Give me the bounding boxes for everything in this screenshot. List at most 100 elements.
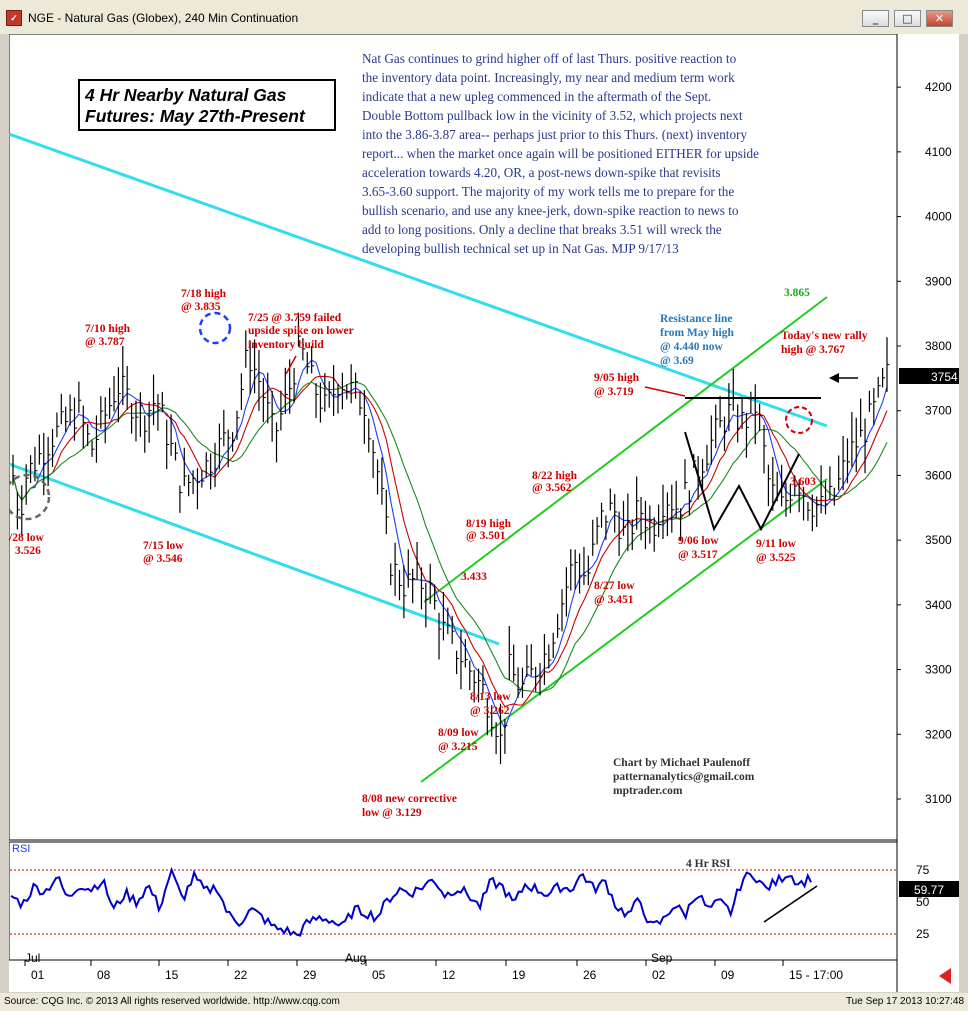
last-price-tag <box>899 368 959 384</box>
annotation-0906-value: @ 3.517 <box>678 549 718 561</box>
annotation-0827-value: @ 3.451 <box>594 594 634 606</box>
y-tick-label: 3800 <box>925 339 952 353</box>
rsi-line <box>10 866 812 937</box>
title-bar: ✓ NGE - Natural Gas (Globex), 240 Min Co… <box>0 0 968 34</box>
annotation-0725: upside spike on lower <box>248 325 354 337</box>
highlight-circle-0628 <box>9 473 51 521</box>
x-tick-label: 12 <box>442 968 456 982</box>
commentary-line: Double Bottom pullback low in the vicini… <box>362 108 743 123</box>
minimize-button[interactable]: _ <box>862 10 889 27</box>
y-tick-label: 3100 <box>925 792 952 806</box>
rsi-panel-name: RSI <box>12 843 30 855</box>
annotation-3865: 3.865 <box>784 287 810 299</box>
last-price-label: 3754 <box>931 370 958 384</box>
commentary-line: the inventory data point. Increasingly, … <box>362 70 735 85</box>
maximize-button[interactable]: □ <box>894 10 921 27</box>
rsi-last-tag <box>899 881 959 897</box>
moving-average-fast <box>12 359 888 730</box>
annotation-0808-low: 8/08 new corrective <box>362 793 457 805</box>
y-tick-label: 3600 <box>925 468 952 482</box>
x-tick-label: 22 <box>234 968 248 982</box>
commentary-line: 3.65-3.60 support. The majority of my wo… <box>362 184 734 199</box>
annotation-resistance: @ 4.440 now <box>660 341 723 353</box>
y-tick-label: 4100 <box>925 145 952 159</box>
price-bars <box>12 312 890 765</box>
annotation-0822-value: @ 3.562 <box>532 482 572 494</box>
commentary-line: add to long positions. Only a decline th… <box>362 222 722 237</box>
double-bottom-pattern <box>684 431 800 532</box>
credit-line: patternanalytics@gmail.com <box>613 771 755 783</box>
x-tick-label: 15 <box>165 968 179 982</box>
app-icon: ✓ <box>6 10 22 26</box>
y-tick-label: 3400 <box>925 598 952 612</box>
annotation-0715-value: @ 3.546 <box>143 553 183 565</box>
rsi-level-25: 25 <box>916 927 930 941</box>
rsi-level-75: 75 <box>916 863 930 877</box>
annotation-0718-high: 7/18 high <box>181 288 227 300</box>
annotation-0718-value: @ 3.835 <box>181 301 221 313</box>
chart-frame: 4200 4100 4000 3900 3800 3700 3600 3500 3400 3300… <box>9 34 959 992</box>
annotation-3433: 3.433 <box>461 571 487 583</box>
y-axis: 4200 4100 4000 3900 3800 3700 3600 3500 3400 3300… <box>897 80 952 806</box>
moving-average-mid <box>12 375 888 708</box>
timestamp-text: Tue Sep 17 2013 10:27:48 <box>845 996 964 1007</box>
moving-average-slow <box>12 381 888 694</box>
downtrend-line-lower <box>9 462 500 646</box>
annotation-0725: 7/25 @ 3.759 failed <box>248 312 342 324</box>
annotation-0827-low: 8/27 low <box>594 580 635 592</box>
annotation-0822-high: 8/22 high <box>532 470 578 482</box>
annotation-0710-value: @ 3.787 <box>85 336 125 348</box>
annotation-resistance: from May high <box>660 327 735 339</box>
annotation-today-value: high @ 3.767 <box>781 344 845 356</box>
commentary-line: indicate that a new upleg commenced in t… <box>362 89 711 104</box>
commentary-line: acceleration towards 4.20, OR, a post-ne… <box>362 165 721 180</box>
x-tick-label: 15 - 17:00 <box>789 968 843 982</box>
annotation-0905-high: 9/05 high <box>594 372 640 384</box>
annotation-0809-value: @ 3.215 <box>438 741 478 753</box>
trendlines <box>9 132 828 783</box>
commentary-line: into the 3.86-3.87 area-- perhaps just p… <box>362 127 747 142</box>
y-tick-label: 3900 <box>925 274 952 288</box>
rsi-trend-line <box>763 885 818 923</box>
annotation-0628-low: /28 low <box>9 532 45 544</box>
annotation-0905-value: @ 3.719 <box>594 386 634 398</box>
annotation-0906-low: 9/06 low <box>678 535 719 547</box>
x-axis: 01 08 15 22 29 05 12 19 26 02 09 15 - 17:00 Jul Aug Se… <box>24 951 843 982</box>
x-month-label: Sep <box>651 951 673 965</box>
minimize-icon: _ <box>872 12 879 25</box>
rsi-label: 4 Hr RSI <box>686 858 731 870</box>
rsi-last-label: 59.77 <box>914 883 944 897</box>
annotation-0710-high: 7/10 high <box>85 323 131 335</box>
channel-bottom-line <box>420 478 828 783</box>
x-tick-label: 19 <box>512 968 526 982</box>
commentary-line: bullish scenario, and use any knee-jerk,… <box>362 203 739 218</box>
chart-title-line2: Futures: May 27th-Present <box>85 106 306 126</box>
annotation-0819-high: 8/19 high <box>466 518 512 530</box>
y-tick-label: 3500 <box>925 533 952 547</box>
highlight-circle-0718 <box>198 311 232 345</box>
rsi-level-50: 50 <box>916 895 930 909</box>
commentary-line: developing bullish technical set up in N… <box>362 241 679 256</box>
y-tick-label: 3700 <box>925 404 952 418</box>
window-title: NGE - Natural Gas (Globex), 240 Min Cont… <box>28 11 299 25</box>
annotation-0808-value: low @ 3.129 <box>362 807 422 819</box>
annotation-0819-value: @ 3.501 <box>466 530 506 542</box>
annotation-0911-low: 9/11 low <box>756 538 797 550</box>
commentary-line: report... when the market once again wil… <box>362 146 759 161</box>
x-tick-label: 26 <box>583 968 597 982</box>
chart-title-box <box>78 79 336 131</box>
maximize-icon: □ <box>902 12 913 25</box>
annotation-pointer <box>644 386 686 397</box>
credit-line: Chart by Michael Paulenoff <box>613 757 750 769</box>
price-plot-area <box>9 34 898 841</box>
chart-drawings <box>9 311 858 532</box>
commentary: Nat Gas continues to grind higher off of… <box>362 51 759 256</box>
downtrend-line-upper <box>9 132 828 428</box>
annotation-0911-value: @ 3.525 <box>756 552 796 564</box>
x-tick-label: 29 <box>303 968 317 982</box>
scroll-left-icon[interactable] <box>939 968 951 984</box>
commentary-line: Nat Gas continues to grind higher off of… <box>362 51 737 66</box>
annotation-resistance: Resistance line <box>660 313 733 325</box>
close-button[interactable]: ✕ <box>926 10 953 27</box>
x-tick-label: 01 <box>31 968 45 982</box>
